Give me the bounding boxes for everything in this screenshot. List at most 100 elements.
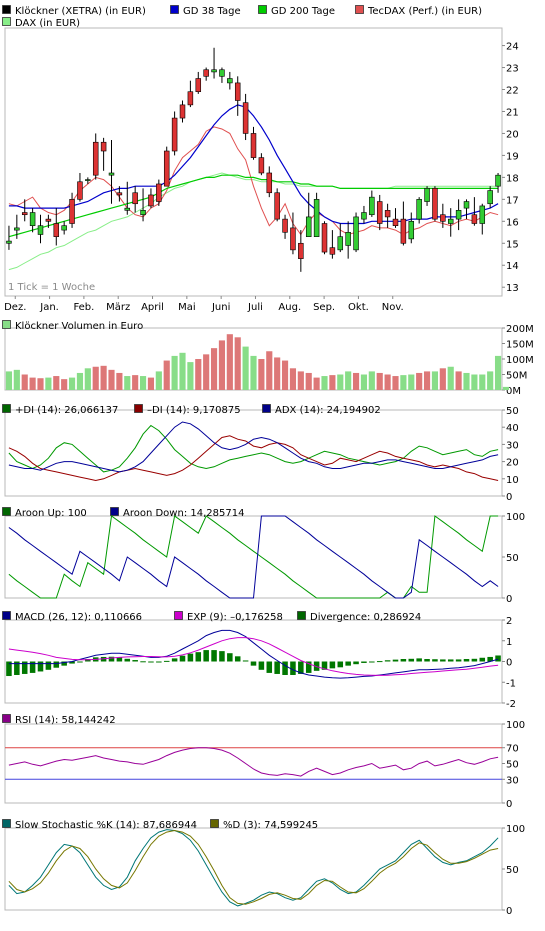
divergence-bar <box>447 659 454 662</box>
volume-bar <box>447 366 454 390</box>
volume-bar <box>368 371 375 390</box>
volume-bar <box>321 376 328 390</box>
candle-body <box>282 218 288 233</box>
candle-body <box>116 192 123 196</box>
candle-body <box>440 214 446 222</box>
divergence-bar <box>61 661 67 666</box>
indicator-line <box>8 637 499 676</box>
indicator-line <box>8 421 499 473</box>
legend-label: Aroon Up: 100 <box>15 508 87 519</box>
y-tick-label: 21 <box>506 107 519 118</box>
y-tick-label: 100M <box>506 355 534 366</box>
legend-swatch <box>2 404 11 413</box>
divergence-bar <box>77 661 83 663</box>
y-tick-label: 1 <box>506 637 512 648</box>
volume-bar <box>68 377 76 390</box>
volume-bar <box>416 372 423 390</box>
candle-body <box>37 225 44 235</box>
candle-body <box>392 218 399 227</box>
divergence-bar <box>108 656 115 662</box>
divergence-bar <box>392 659 399 662</box>
volume-bar <box>329 375 336 390</box>
legend-label: Aroon Down: 14,285714 <box>123 508 244 519</box>
divergence-bar <box>140 661 146 663</box>
y-tick-label: 30 <box>506 775 519 786</box>
candle-body <box>69 199 75 224</box>
candle-body <box>100 141 107 152</box>
divergence-bar <box>471 658 478 662</box>
divergence-bar <box>195 652 202 662</box>
divergence-bar <box>440 659 446 662</box>
candle-body <box>227 78 233 84</box>
x-tick-label: Dez. <box>4 302 26 313</box>
volume-bar <box>266 351 273 390</box>
x-tick-label: Juni <box>211 302 230 313</box>
divergence-bar <box>187 653 194 662</box>
candle-body <box>258 157 265 174</box>
legend-label: %D (3): 74,599245 <box>223 820 318 831</box>
volume-bar <box>163 360 170 390</box>
candle-body <box>416 199 422 220</box>
candle-body <box>124 207 131 211</box>
candle-body <box>495 174 501 187</box>
indicator-line <box>8 424 499 473</box>
divergence-bar <box>14 661 20 675</box>
candle-body <box>234 82 241 101</box>
volume-bar <box>494 355 502 390</box>
x-tick-label: Mai <box>178 302 196 313</box>
candle-body <box>447 218 454 224</box>
divergence-bar <box>290 661 296 675</box>
volume-bar <box>187 362 194 390</box>
y-tick-label: 200M <box>506 324 534 335</box>
divergence-bar <box>156 661 162 663</box>
panel-frame-1 <box>4 27 503 297</box>
divergence-bar <box>282 661 288 675</box>
panel-frame-3 <box>4 409 503 497</box>
divergence-bar <box>69 661 75 664</box>
indicator-line <box>8 515 499 599</box>
volume-bar <box>218 340 226 390</box>
legend-swatch <box>355 5 364 14</box>
candle-body <box>195 78 202 93</box>
volume-bar <box>439 368 446 390</box>
legend-swatch <box>297 611 306 620</box>
candle-body <box>45 218 52 222</box>
volume-bar <box>179 352 186 390</box>
divergence-bar <box>6 661 12 677</box>
y-tick-label: 20 <box>506 458 519 469</box>
divergence-bar <box>495 655 501 662</box>
candle-body <box>219 69 225 77</box>
volume-bar <box>124 376 131 390</box>
volume-bar <box>147 377 155 390</box>
volume-bar <box>37 378 44 390</box>
candle-body <box>384 210 391 218</box>
tick-note: 1 Tick = 1 Woche <box>8 282 95 293</box>
y-tick-label: 19 <box>506 151 519 162</box>
volume-bar <box>61 379 68 390</box>
volume-bar <box>479 374 486 390</box>
legend-label: DAX (in EUR) <box>15 18 80 29</box>
legend-label: +DI (14): 26,066137 <box>15 405 118 416</box>
y-tick-label: 30 <box>506 440 519 451</box>
volume-bar <box>400 375 407 390</box>
candle-body <box>14 227 20 231</box>
y-tick-label: 40 <box>506 423 519 434</box>
x-tick-label: Okt. <box>348 302 369 313</box>
legend-label: Klöckner Volumen in Euro <box>15 321 143 332</box>
legend-label: EXP (9): –0,176258 <box>187 612 283 623</box>
candle-body <box>266 172 273 194</box>
candle-body <box>321 223 328 253</box>
divergence-bar <box>45 661 52 670</box>
legend-label: RSI (14): 58,144242 <box>15 715 116 726</box>
volume-bar <box>100 365 107 390</box>
candle-body <box>148 194 154 207</box>
legend-label: TecDAX (Perf.) (in EUR) <box>367 6 482 17</box>
candle-body <box>345 231 351 246</box>
volume-bar <box>171 355 178 390</box>
volume-bar <box>392 376 399 390</box>
legend-label: GD 38 Tage <box>183 6 241 17</box>
y-tick-label: 15 <box>506 239 519 250</box>
divergence-bar <box>345 661 351 666</box>
candle-body <box>53 223 60 237</box>
